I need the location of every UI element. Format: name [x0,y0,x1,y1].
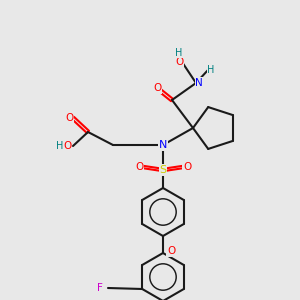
Text: N: N [159,140,167,150]
Text: H: H [56,141,64,151]
Text: H: H [175,48,183,58]
Text: O: O [63,141,71,151]
Text: O: O [135,162,143,172]
Text: H: H [207,65,215,75]
Text: O: O [175,57,183,67]
Text: S: S [159,165,167,175]
Text: O: O [183,162,191,172]
Text: N: N [195,78,203,88]
Text: O: O [65,113,73,123]
Text: O: O [153,83,161,93]
Text: F: F [97,283,103,293]
Text: O: O [167,246,175,256]
